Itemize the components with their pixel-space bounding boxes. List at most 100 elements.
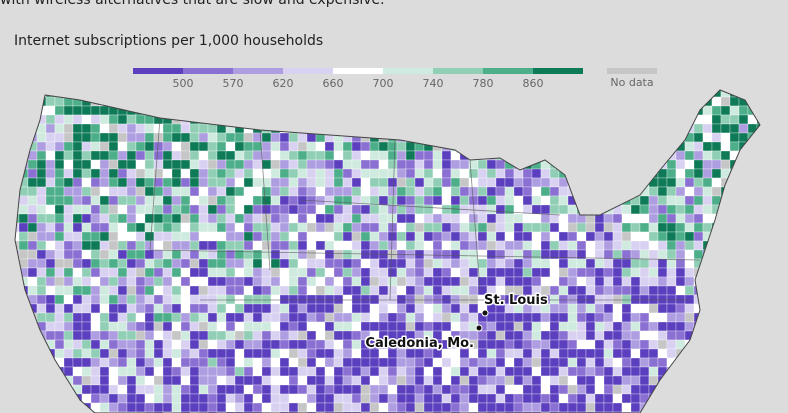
county (378, 105, 389, 116)
county (252, 276, 263, 287)
county (486, 96, 497, 107)
county (549, 366, 560, 377)
county (684, 285, 695, 296)
county (36, 384, 47, 395)
county (612, 312, 623, 323)
county (18, 249, 29, 260)
county (396, 222, 407, 233)
county (81, 348, 92, 359)
county (180, 321, 191, 332)
county (72, 204, 83, 215)
county (297, 150, 308, 161)
county (324, 258, 335, 269)
county (207, 186, 218, 197)
county (261, 90, 272, 98)
county (414, 375, 425, 386)
county (387, 303, 398, 314)
county (63, 339, 74, 350)
county (558, 141, 569, 152)
county (99, 132, 110, 143)
county (135, 186, 146, 197)
county (315, 384, 326, 395)
county (117, 249, 128, 260)
county (279, 276, 290, 287)
county (252, 204, 263, 215)
county (36, 222, 47, 233)
county (198, 312, 209, 323)
county (261, 312, 272, 323)
county (702, 258, 713, 269)
county (396, 357, 407, 368)
county (441, 123, 452, 134)
county (585, 357, 596, 368)
county (225, 96, 236, 107)
county (729, 231, 740, 242)
county (333, 240, 344, 251)
county (477, 249, 488, 260)
county (657, 177, 668, 188)
county (702, 384, 713, 395)
county (756, 330, 760, 341)
county (531, 231, 542, 242)
county (108, 132, 119, 143)
county (450, 285, 461, 296)
county (189, 321, 200, 332)
county (342, 294, 353, 305)
county (756, 267, 760, 278)
county (63, 186, 74, 197)
county (18, 393, 29, 404)
county (766, 133, 775, 142)
county (15, 366, 20, 377)
county (423, 321, 434, 332)
county (468, 168, 479, 179)
county (639, 204, 650, 215)
county (306, 312, 317, 323)
county (666, 168, 677, 179)
county (306, 276, 317, 287)
county (153, 240, 164, 251)
county (99, 366, 110, 377)
county (279, 366, 290, 377)
county (594, 141, 605, 152)
county (288, 114, 299, 125)
county (504, 177, 515, 188)
county (207, 132, 218, 143)
county (720, 384, 731, 395)
county (468, 294, 479, 305)
county (513, 339, 524, 350)
county (126, 195, 137, 206)
county (612, 177, 623, 188)
county (657, 195, 668, 206)
county (702, 330, 713, 341)
county (513, 384, 524, 395)
county (153, 393, 164, 404)
county (567, 294, 578, 305)
county (756, 90, 760, 98)
county (171, 357, 182, 368)
county (234, 231, 245, 242)
county (549, 258, 560, 269)
county (648, 249, 659, 260)
county (720, 249, 731, 260)
county (108, 294, 119, 305)
county (45, 312, 56, 323)
county (315, 114, 326, 125)
county (225, 393, 236, 404)
county (567, 348, 578, 359)
county (270, 195, 281, 206)
county (630, 222, 641, 233)
county (522, 312, 533, 323)
county (117, 366, 128, 377)
county (306, 249, 317, 260)
county (594, 105, 605, 116)
county (108, 213, 119, 224)
county (432, 222, 443, 233)
county (324, 141, 335, 152)
county (27, 321, 38, 332)
county (756, 375, 760, 386)
county (549, 96, 560, 107)
county (144, 348, 155, 359)
county (171, 186, 182, 197)
county (747, 312, 758, 323)
county (558, 312, 569, 323)
